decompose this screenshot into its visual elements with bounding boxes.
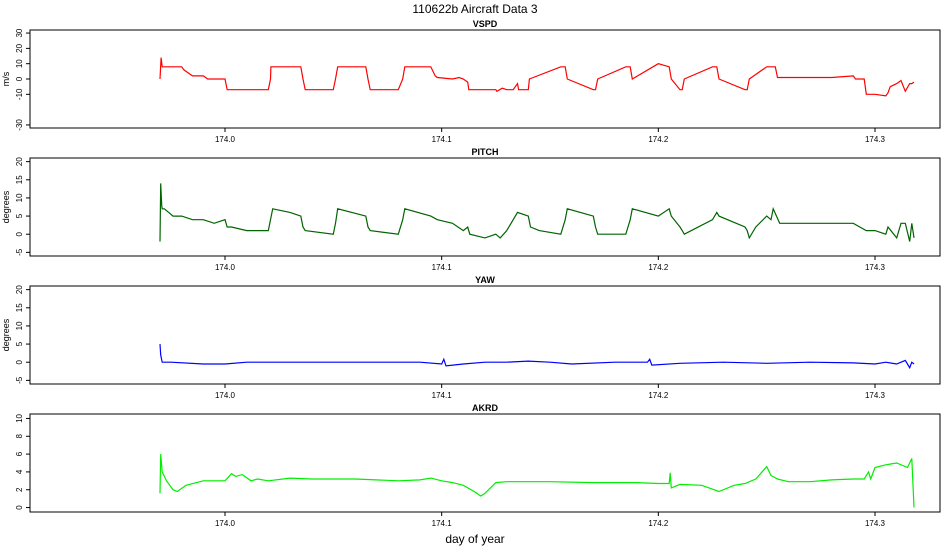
y-tick-label: 0 bbox=[15, 231, 24, 236]
x-tick-label: 174.1 bbox=[432, 135, 453, 144]
plot-frame bbox=[29, 285, 941, 385]
panel-title: AKRD bbox=[472, 403, 498, 413]
series-line-vspd bbox=[159, 57, 915, 97]
panel-title: VSPD bbox=[473, 19, 498, 29]
panel-yaw: YAW degrees -5 0 5 10 15 20 174.0 174.1 174.2 174.3 bbox=[1, 275, 941, 400]
x-tick-label: 174.0 bbox=[215, 263, 236, 272]
panel-vspd: VSPD m/s -30 -10 0 10 20 30 174.0 174.1 174.2 174.3 bbox=[1, 19, 941, 144]
plot-frame bbox=[29, 157, 941, 257]
y-tick-label: 5 bbox=[15, 341, 24, 346]
x-tick-label: 174.2 bbox=[648, 391, 669, 400]
x-tick-label: 174.2 bbox=[648, 519, 669, 528]
y-tick-label: 0 bbox=[15, 359, 24, 364]
x-tick-label: 174.2 bbox=[648, 263, 669, 272]
y-tick-label: 4 bbox=[15, 469, 24, 474]
y-tick-label: 20 bbox=[15, 43, 24, 52]
panel-title: PITCH bbox=[472, 147, 499, 157]
x-tick-label: 174.0 bbox=[215, 135, 236, 144]
y-tick-label: -5 bbox=[15, 248, 24, 256]
x-tick-label: 174.3 bbox=[865, 519, 886, 528]
x-axis-label: day of year bbox=[445, 532, 504, 546]
figure-title: 110622b Aircraft Data 3 bbox=[412, 2, 538, 16]
y-tick-label: -30 bbox=[15, 119, 24, 131]
y-axis-label: m/s bbox=[1, 71, 11, 86]
y-tick-label: 10 bbox=[15, 413, 24, 422]
x-tick-label: 174.1 bbox=[432, 391, 453, 400]
y-tick-label: 20 bbox=[15, 157, 24, 166]
y-tick-label: -5 bbox=[15, 376, 24, 384]
panel-title: YAW bbox=[475, 275, 495, 285]
x-tick-label: 174.2 bbox=[648, 135, 669, 144]
x-tick-label: 174.3 bbox=[865, 263, 886, 272]
series-line-akrd bbox=[159, 454, 915, 508]
y-tick-label: 2 bbox=[15, 487, 24, 492]
y-tick-label: 6 bbox=[15, 451, 24, 456]
x-tick-label: 174.1 bbox=[432, 263, 453, 272]
x-tick-label: 174.3 bbox=[865, 135, 886, 144]
y-axis-label: degrees bbox=[1, 190, 11, 223]
series-line-pitch bbox=[159, 183, 915, 242]
y-tick-label: 30 bbox=[15, 28, 24, 37]
plot-frame bbox=[29, 413, 941, 513]
y-tick-label: 0 bbox=[15, 505, 24, 510]
y-tick-label: -10 bbox=[15, 88, 24, 100]
series-line-yaw bbox=[159, 344, 915, 370]
y-tick-label: 20 bbox=[15, 285, 24, 294]
x-tick-label: 174.3 bbox=[865, 391, 886, 400]
panel-akrd: AKRD 0 2 4 6 8 10 174.0 174.1 174.2 174.3 bbox=[15, 403, 941, 528]
y-tick-label: 0 bbox=[15, 76, 24, 81]
x-tick-label: 174.0 bbox=[215, 391, 236, 400]
x-tick-label: 174.1 bbox=[432, 519, 453, 528]
y-tick-label: 15 bbox=[15, 303, 24, 312]
y-tick-label: 10 bbox=[15, 321, 24, 330]
y-tick-label: 10 bbox=[15, 193, 24, 202]
y-tick-label: 15 bbox=[15, 175, 24, 184]
y-tick-label: 10 bbox=[15, 59, 24, 68]
plot-frame bbox=[29, 29, 941, 129]
y-axis-label: degrees bbox=[1, 318, 11, 351]
x-tick-label: 174.0 bbox=[215, 519, 236, 528]
y-tick-label: 5 bbox=[15, 213, 24, 218]
panel-pitch: PITCH degrees -5 0 5 10 15 20 174.0 174.1 174.2 174… bbox=[1, 147, 941, 272]
y-tick-label: 8 bbox=[15, 433, 24, 438]
